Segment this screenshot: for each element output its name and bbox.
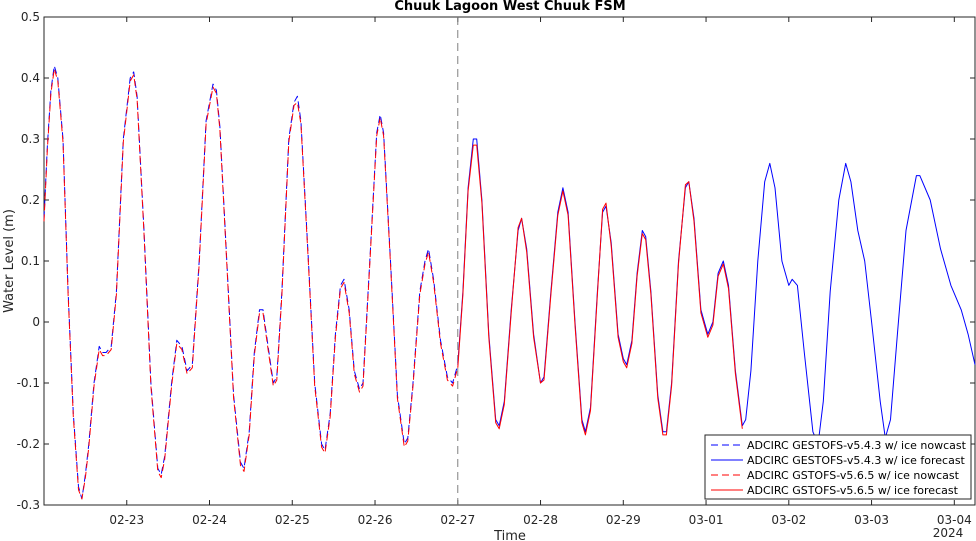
series-line-1: [43, 65, 459, 500]
legend-label-4: ADCIRC GSTOFS-v5.6.5 w/ ice forecast: [747, 484, 959, 497]
x-tick-label: 03-02: [771, 513, 806, 527]
x-tick-label: 02-24: [192, 513, 227, 527]
series-line-4: [457, 144, 743, 436]
legend-box: [704, 434, 972, 500]
year-label: 2024: [933, 526, 964, 540]
y-tick-label: 0.5: [21, 10, 40, 24]
y-tick-label: -0.3: [17, 498, 40, 512]
chart-title: Chuuk Lagoon West Chuuk FSM: [394, 0, 625, 14]
y-axis-label: Water Level (m): [2, 209, 17, 313]
x-tick-label: 02-23: [109, 513, 144, 527]
x-axis-label: Time: [493, 529, 526, 541]
y-tick-label: -0.2: [17, 437, 40, 451]
series-line-3: [43, 68, 459, 500]
y-tick-label: 0: [32, 315, 40, 329]
plot-area: -0.3 -0.2 -0.1 0 0.1 0.2 0.3 0.4 0.5 02-23 02-24 02…: [17, 10, 976, 527]
plot-frame: [43, 16, 976, 506]
legend-label-1: ADCIRC GESTOFS-v5.4.3 w/ ice nowcast: [747, 439, 967, 452]
y-tick-label: 0.2: [21, 193, 40, 207]
x-tick-label: 02-26: [358, 513, 393, 527]
y-tick-label: 0.3: [21, 132, 40, 146]
x-tick-label: 02-25: [275, 513, 310, 527]
x-tick-label: 02-27: [440, 513, 475, 527]
x-tick-label: 02-29: [606, 513, 641, 527]
y-tick-label: -0.1: [17, 376, 40, 390]
legend-label-2: ADCIRC GESTOFS-v5.4.3 w/ ice forecast: [747, 454, 966, 467]
x-tick-label: 03-01: [689, 513, 724, 527]
x-tick-label: 02-28: [523, 513, 558, 527]
y-tick-label: 0.4: [21, 71, 40, 85]
y-tick-label: 0.1: [21, 254, 40, 268]
x-tick-label: 03-03: [854, 513, 889, 527]
legend-label-3: ADCIRC GSTOFS-v5.6.5 w/ ice nowcast: [747, 469, 960, 482]
x-tick-label: 03-04: [937, 513, 972, 527]
